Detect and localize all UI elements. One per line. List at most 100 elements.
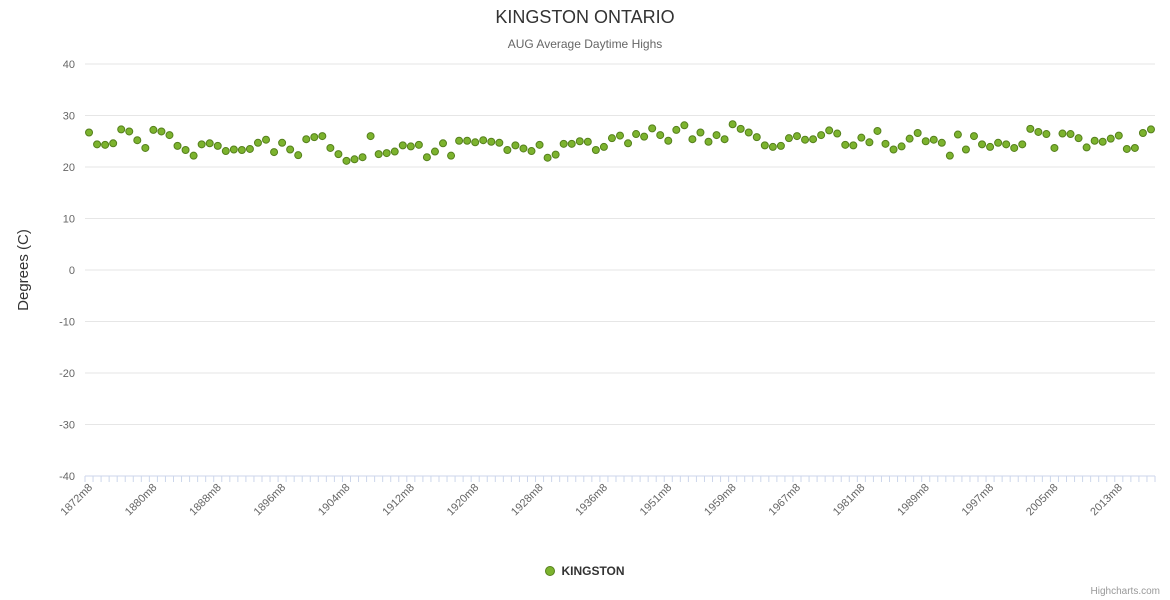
data-point[interactable] <box>736 124 745 133</box>
data-point[interactable] <box>913 129 922 138</box>
data-point[interactable] <box>286 145 295 154</box>
data-point[interactable] <box>1050 143 1059 152</box>
data-point[interactable] <box>1034 127 1043 136</box>
data-point[interactable] <box>969 132 978 141</box>
data-point[interactable] <box>278 138 287 147</box>
data-point[interactable] <box>921 137 930 146</box>
data-point[interactable] <box>245 144 254 153</box>
data-point[interactable] <box>1018 140 1027 149</box>
data-point[interactable] <box>873 126 882 135</box>
data-point[interactable] <box>809 135 818 144</box>
data-point[interactable] <box>133 136 142 145</box>
data-point[interactable] <box>1114 131 1123 140</box>
data-point[interactable] <box>390 147 399 156</box>
data-point[interactable] <box>318 132 327 141</box>
data-point[interactable] <box>768 142 777 151</box>
data-point[interactable] <box>1106 134 1115 143</box>
data-point[interactable] <box>358 153 367 162</box>
data-point[interactable] <box>841 140 850 149</box>
data-point[interactable] <box>1122 144 1131 153</box>
data-point[interactable] <box>591 146 600 155</box>
data-point[interactable] <box>350 155 359 164</box>
data-point[interactable] <box>865 138 874 147</box>
data-point[interactable] <box>543 153 552 162</box>
data-point[interactable] <box>624 139 633 148</box>
data-point[interactable] <box>905 134 914 143</box>
data-point[interactable] <box>237 146 246 155</box>
data-point[interactable] <box>1098 137 1107 146</box>
data-point[interactable] <box>881 139 890 148</box>
data-point[interactable] <box>165 131 174 140</box>
data-point[interactable] <box>945 151 954 160</box>
data-point[interactable] <box>640 132 649 141</box>
credits-link[interactable]: Highcharts.com <box>1090 586 1160 597</box>
data-point[interactable] <box>986 142 995 151</box>
data-point[interactable] <box>784 134 793 143</box>
data-point[interactable] <box>342 156 351 165</box>
data-point[interactable] <box>792 132 801 141</box>
data-point[interactable] <box>833 129 842 138</box>
data-point[interactable] <box>728 120 737 129</box>
data-point[interactable] <box>559 139 568 148</box>
data-point[interactable] <box>527 147 536 156</box>
data-point[interactable] <box>1146 125 1155 134</box>
data-point[interactable] <box>664 136 673 145</box>
data-point[interactable] <box>157 127 166 136</box>
data-point[interactable] <box>760 141 769 150</box>
data-point[interactable] <box>994 138 1003 147</box>
data-point[interactable] <box>398 141 407 150</box>
data-point[interactable] <box>1026 124 1035 133</box>
data-point[interactable] <box>229 145 238 154</box>
data-point[interactable] <box>817 131 826 140</box>
data-point[interactable] <box>149 125 158 134</box>
data-point[interactable] <box>382 149 391 158</box>
data-point[interactable] <box>326 143 335 152</box>
data-point[interactable] <box>680 121 689 130</box>
data-point[interactable] <box>253 138 262 147</box>
data-point[interactable] <box>262 135 271 144</box>
data-point[interactable] <box>801 135 810 144</box>
data-point[interactable] <box>294 151 303 160</box>
data-point[interactable] <box>213 141 222 150</box>
data-point[interactable] <box>85 128 94 137</box>
data-point[interactable] <box>1082 143 1091 152</box>
data-point[interactable] <box>744 128 753 137</box>
data-point[interactable] <box>1090 136 1099 145</box>
data-point[interactable] <box>270 148 279 157</box>
data-point[interactable] <box>632 130 641 139</box>
data-point[interactable] <box>310 133 319 142</box>
data-point[interactable] <box>447 151 456 160</box>
data-point[interactable] <box>109 139 118 148</box>
data-point[interactable] <box>599 142 608 151</box>
data-point[interactable] <box>463 136 472 145</box>
data-point[interactable] <box>205 139 214 148</box>
data-point[interactable] <box>125 127 134 136</box>
data-point[interactable] <box>535 140 544 149</box>
data-point[interactable] <box>937 138 946 147</box>
data-point[interactable] <box>439 139 448 148</box>
legend-item-kingston[interactable]: KINGSTON <box>0 563 1170 579</box>
data-point[interactable] <box>189 151 198 160</box>
data-point[interactable] <box>173 141 182 150</box>
data-point[interactable] <box>503 146 512 155</box>
data-point[interactable] <box>1010 143 1019 152</box>
data-point[interactable] <box>897 142 906 151</box>
data-point[interactable] <box>479 136 488 145</box>
data-point[interactable] <box>422 153 431 162</box>
data-point[interactable] <box>551 150 560 159</box>
data-point[interactable] <box>616 131 624 140</box>
data-point[interactable] <box>181 146 190 155</box>
data-point[interactable] <box>519 144 528 153</box>
data-point[interactable] <box>414 140 423 149</box>
data-point[interactable] <box>825 126 834 135</box>
data-point[interactable] <box>849 141 858 150</box>
data-point[interactable] <box>712 131 721 140</box>
data-point[interactable] <box>961 145 970 154</box>
data-point[interactable] <box>696 128 705 137</box>
data-point[interactable] <box>575 137 584 146</box>
data-point[interactable] <box>720 135 729 144</box>
data-point[interactable] <box>334 150 343 159</box>
data-point[interactable] <box>672 125 681 134</box>
data-point[interactable] <box>567 139 576 148</box>
data-point[interactable] <box>929 135 938 144</box>
